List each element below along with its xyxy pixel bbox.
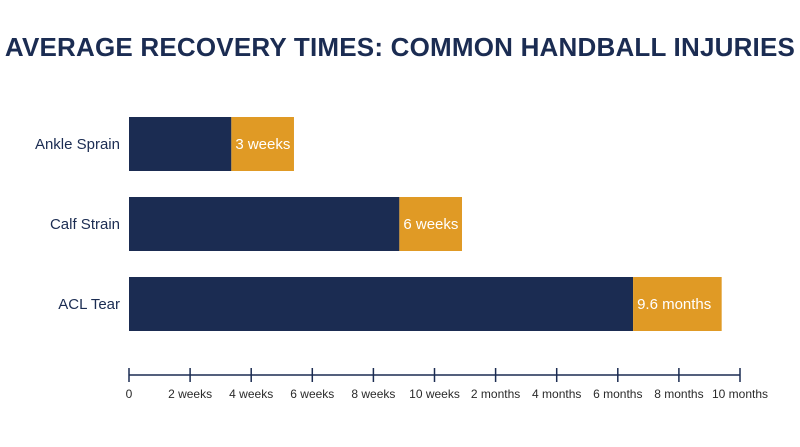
x-tick-label-8: 6 months [593,387,642,401]
category-label-3: ACL Tear [58,296,120,313]
bar-segment-1-2 [129,197,400,251]
x-tick-label-2: 4 weeks [229,387,273,401]
category-label-2: Calf Strain [50,216,120,233]
bar-segment-1-1 [129,117,232,171]
bar-segment-2-3 [633,277,722,331]
bar-segment-1-3 [129,277,634,331]
category-label-1: Ankle Sprain [35,136,120,153]
x-tick-label-6: 2 months [471,387,520,401]
bar-segment-2-1 [231,117,294,171]
x-tick-label-9: 8 months [654,387,703,401]
data-label-3: 9.6 months [637,296,711,313]
x-tick-label-4: 8 weeks [351,387,395,401]
x-tick-label-7: 4 months [532,387,581,401]
x-tick-label-3: 6 weeks [290,387,334,401]
x-tick-label-0: 0 [126,387,133,401]
x-tick-label-1: 2 weeks [168,387,212,401]
chart-title: AVERAGE RECOVERY TIMES: COMMON HANDBALL … [4,32,796,62]
data-label-2: 6 weeks [403,216,458,233]
x-tick-label-5: 10 weeks [409,387,460,401]
x-tick-label-10: 10 months [712,387,768,401]
bar-segment-2-2 [399,197,462,251]
data-label-1: 3 weeks [235,136,290,153]
